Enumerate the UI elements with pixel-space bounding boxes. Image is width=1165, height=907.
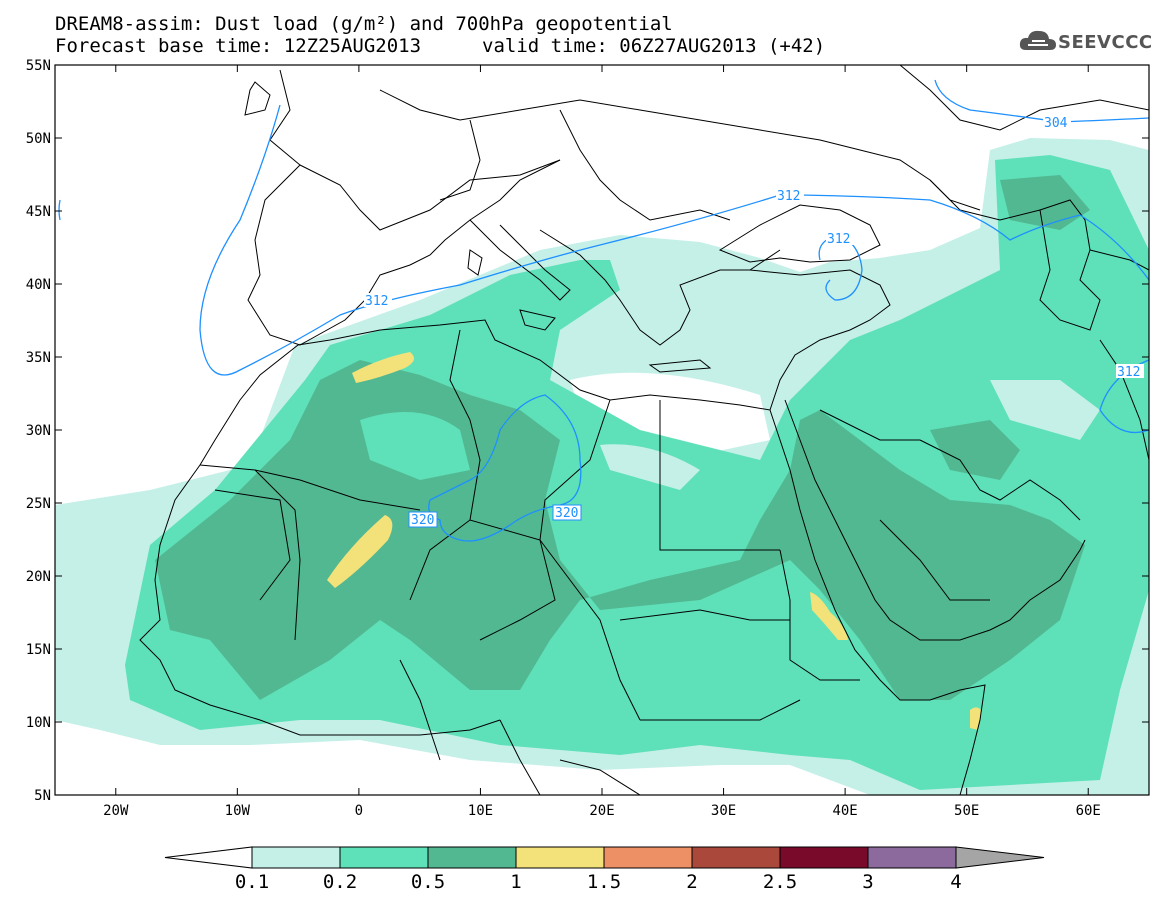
lon-tick-label: 50E <box>954 803 979 819</box>
dust-level-1.0 <box>352 352 414 383</box>
forecast-base-time: Forecast base time: 12Z25AUG2013 <box>55 35 422 57</box>
colorbar-swatch <box>691 846 781 869</box>
seevccc-logo: SEEVCCC <box>1018 26 1158 60</box>
colorbar-upper-arrow <box>955 846 1045 869</box>
colorbar-swatch <box>427 846 517 869</box>
colorbar-swatch <box>867 846 957 869</box>
lon-tick-label: 60E <box>1076 803 1101 819</box>
colorbar-swatch <box>779 846 869 869</box>
coastlines <box>139 65 1149 795</box>
map-title: DREAM8-assim: Dust load (g/m²) and 700hP… <box>55 13 673 35</box>
colorbar-label: 0.5 <box>411 871 445 893</box>
lon-tick-label: 0 <box>355 803 363 819</box>
colorbar-swatch <box>515 846 605 869</box>
lon-tick-label: 10E <box>468 803 493 819</box>
lon-tick-label: 30E <box>711 803 736 819</box>
cloud-icon <box>1019 30 1056 50</box>
contour-labels: 304 312 312 312 312 320 320 <box>364 115 1144 528</box>
colorbar-label: 0.2 <box>323 871 357 893</box>
lon-tick-label: 40E <box>832 803 857 819</box>
lat-tick-label: 40N <box>26 277 51 293</box>
contour-label: 312 <box>777 189 800 204</box>
lon-axis: 20W 10W 0 10E 20E 30E 40E 50E 60E <box>103 65 1101 819</box>
colorbar: 0.1 0.2 0.5 1 1.5 2 2.5 3 4 <box>164 846 1045 893</box>
lat-tick-label: 25N <box>26 496 51 512</box>
lat-tick-label: 5N <box>34 788 51 804</box>
colorbar-lower-arrow <box>164 846 253 869</box>
lat-tick-label: 45N <box>26 204 51 220</box>
lat-tick-label: 10N <box>26 715 51 731</box>
lon-tick-label: 20E <box>589 803 614 819</box>
colorbar-swatch <box>603 846 693 869</box>
contour-label: 312 <box>365 294 388 309</box>
lon-tick-label: 10W <box>225 803 251 819</box>
lon-tick-label: 20W <box>103 803 129 819</box>
contour-label: 320 <box>555 506 578 521</box>
colorbar-label: 2 <box>686 871 697 893</box>
logo-text: SEEVCCC <box>1058 32 1153 53</box>
colorbar-label: 1 <box>510 871 521 893</box>
colorbar-swatch <box>339 846 429 869</box>
lat-tick-label: 15N <box>26 642 51 658</box>
colorbar-label: 1.5 <box>587 871 621 893</box>
lat-tick-label: 20N <box>26 569 51 585</box>
colorbar-label: 4 <box>950 871 961 893</box>
lat-tick-label: 35N <box>26 350 51 366</box>
valid-time: valid time: 06Z27AUG2013 (+42) <box>482 35 826 57</box>
lat-tick-label: 50N <box>26 131 51 147</box>
colorbar-label: 3 <box>862 871 873 893</box>
lat-tick-label: 30N <box>26 423 51 439</box>
contour-label: 304 <box>1044 116 1068 131</box>
lat-axis: 55N 50N 45N 40N 35N 30N 25N 20N 15N 10N 5N <box>26 58 1149 804</box>
lat-tick-label: 55N <box>26 58 51 74</box>
contour-label: 312 <box>1117 365 1140 380</box>
dust-fields <box>55 138 1149 795</box>
contour-label: 320 <box>411 513 434 528</box>
colorbar-label: 2.5 <box>763 871 797 893</box>
contour-label: 312 <box>827 232 850 247</box>
geopotential-contours <box>58 79 1149 542</box>
colorbar-label: 0.1 <box>235 871 269 893</box>
colorbar-swatch <box>251 846 341 869</box>
